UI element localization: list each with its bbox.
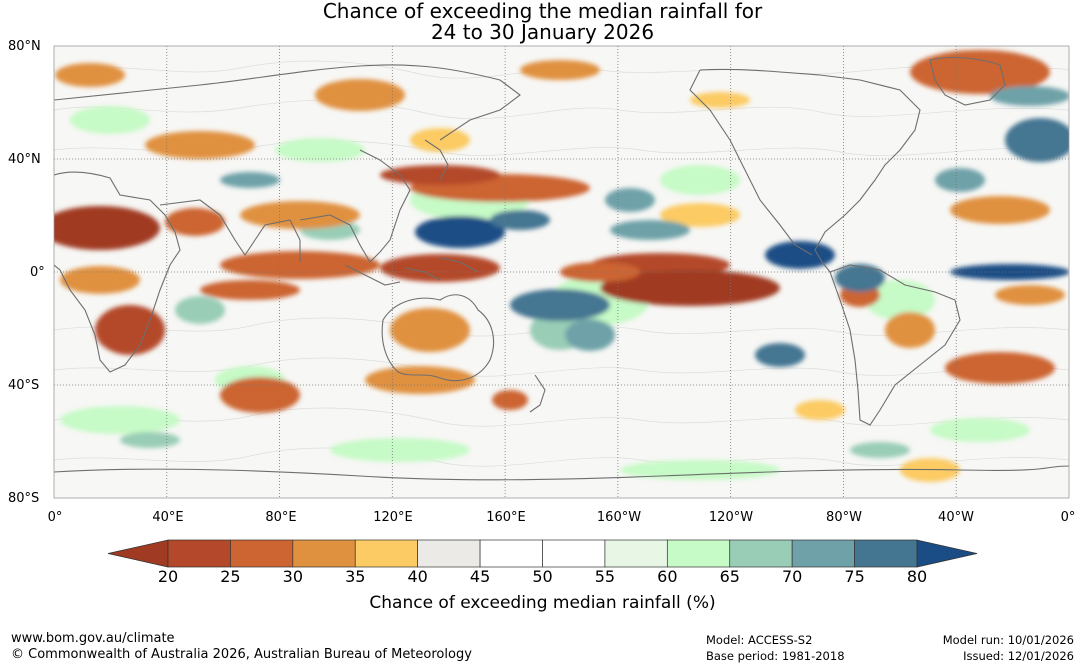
colorbar-extend-low (107, 539, 169, 568)
colorbar-segment (230, 539, 294, 568)
colorbar-tick-label: 40 (407, 567, 428, 586)
map-title-line1: Chance of exceeding the median rainfall … (322, 0, 763, 23)
lon-label-80e: 80°E (265, 510, 297, 525)
lon-label-0: 0° (47, 510, 63, 525)
coastlines (54, 56, 1069, 481)
colorbar-tick-label: 45 (469, 567, 491, 586)
lon-label-360: 0° (1060, 510, 1076, 525)
footer-issued: Issued: 12/01/2026 (963, 649, 1074, 663)
colorbar-segment (167, 539, 231, 568)
colorbar-tick-label: 70 (781, 567, 803, 586)
map-frame (53, 45, 1070, 499)
lat-label-80s: 80°S (8, 491, 40, 506)
colorbar (107, 539, 978, 568)
lat-label-80n: 80°N (8, 39, 41, 54)
colorbar-tick-label: 80 (906, 567, 928, 586)
colorbar-segment (791, 539, 855, 568)
colorbar-segment (542, 539, 606, 568)
lon-label-40e: 40°E (152, 510, 184, 525)
colorbar-segment (729, 539, 793, 568)
lat-label-40s: 40°S (8, 378, 40, 393)
lon-label-160w: 160°W (596, 510, 642, 525)
lon-label-120w: 120°W (708, 510, 754, 525)
colorbar-tick-label: 75 (844, 567, 865, 586)
colorbar-extend-high (916, 539, 978, 568)
colorbar-segment (854, 539, 918, 568)
footer-model: Model: ACCESS-S2 (706, 633, 813, 647)
colorbar-label: Chance of exceeding median rainfall (%) (369, 593, 716, 613)
gridlines (54, 46, 1069, 498)
footer-model-run: Model run: 10/01/2026 (942, 633, 1074, 647)
colorbar-tick-label: 25 (220, 567, 241, 586)
lat-label-40n: 40°N (8, 152, 41, 167)
lon-label-120e: 120°E (373, 510, 413, 525)
colorbar-segment (354, 539, 419, 568)
colorbar-segment (604, 539, 668, 568)
colorbar-segment (666, 539, 731, 568)
lon-label-160e: 160°E (486, 510, 526, 525)
colorbar-tick-label: 60 (657, 567, 678, 586)
colorbar-tick-label: 65 (719, 567, 740, 586)
map-plot-area (54, 46, 1069, 498)
colorbar-tick-label: 55 (594, 567, 616, 586)
lat-label-equator: 0° (30, 265, 45, 280)
colorbar-tick-label: 30 (282, 567, 304, 586)
colorbar-tick-label: 35 (345, 567, 366, 586)
lon-label-40w: 40°W (938, 510, 974, 525)
colorbar-segment (292, 539, 356, 568)
lon-label-80w: 80°W (826, 510, 862, 525)
footer-copyright: © Commonwealth of Australia 2026, Austra… (11, 647, 472, 662)
colorbar-tick-label: 20 (157, 567, 179, 586)
colorbar-segment (417, 539, 481, 568)
footer-website: www.bom.gov.au/climate (11, 631, 175, 646)
probability-field (54, 50, 1069, 482)
colorbar-segment (479, 539, 543, 568)
footer-base-period: Base period: 1981-2018 (706, 649, 845, 663)
map-title-line2: 24 to 30 January 2026 (430, 20, 655, 44)
colorbar-tick-label: 50 (532, 567, 553, 586)
